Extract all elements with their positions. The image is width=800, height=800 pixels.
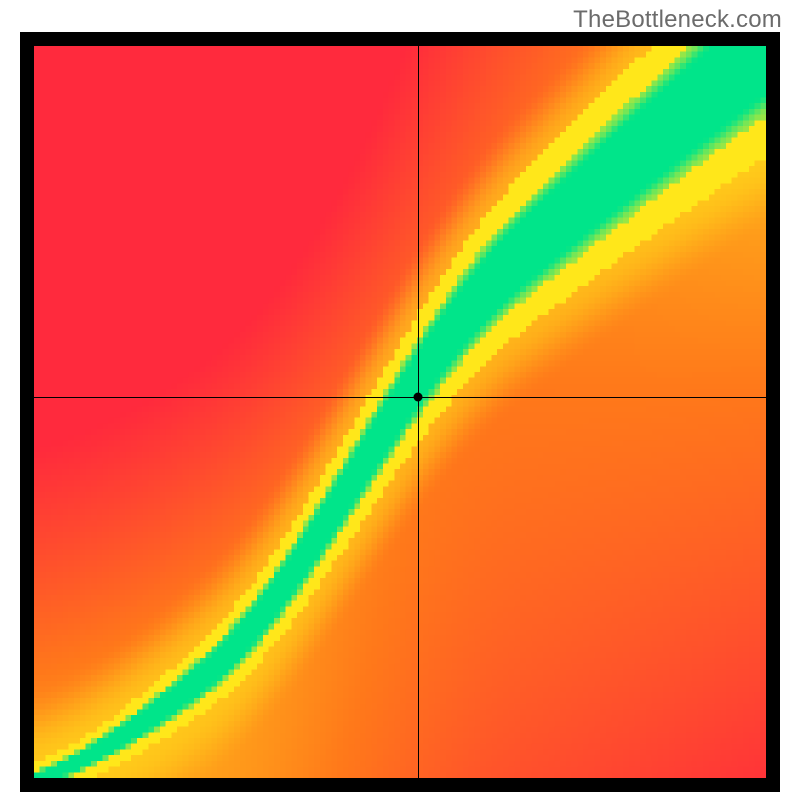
- crosshair-vertical: [418, 46, 419, 778]
- crosshair-marker: [414, 393, 423, 402]
- heatmap-canvas: [34, 46, 766, 778]
- crosshair-horizontal: [34, 397, 766, 398]
- plot-frame: [20, 32, 780, 792]
- watermark: TheBottleneck.com: [573, 6, 782, 34]
